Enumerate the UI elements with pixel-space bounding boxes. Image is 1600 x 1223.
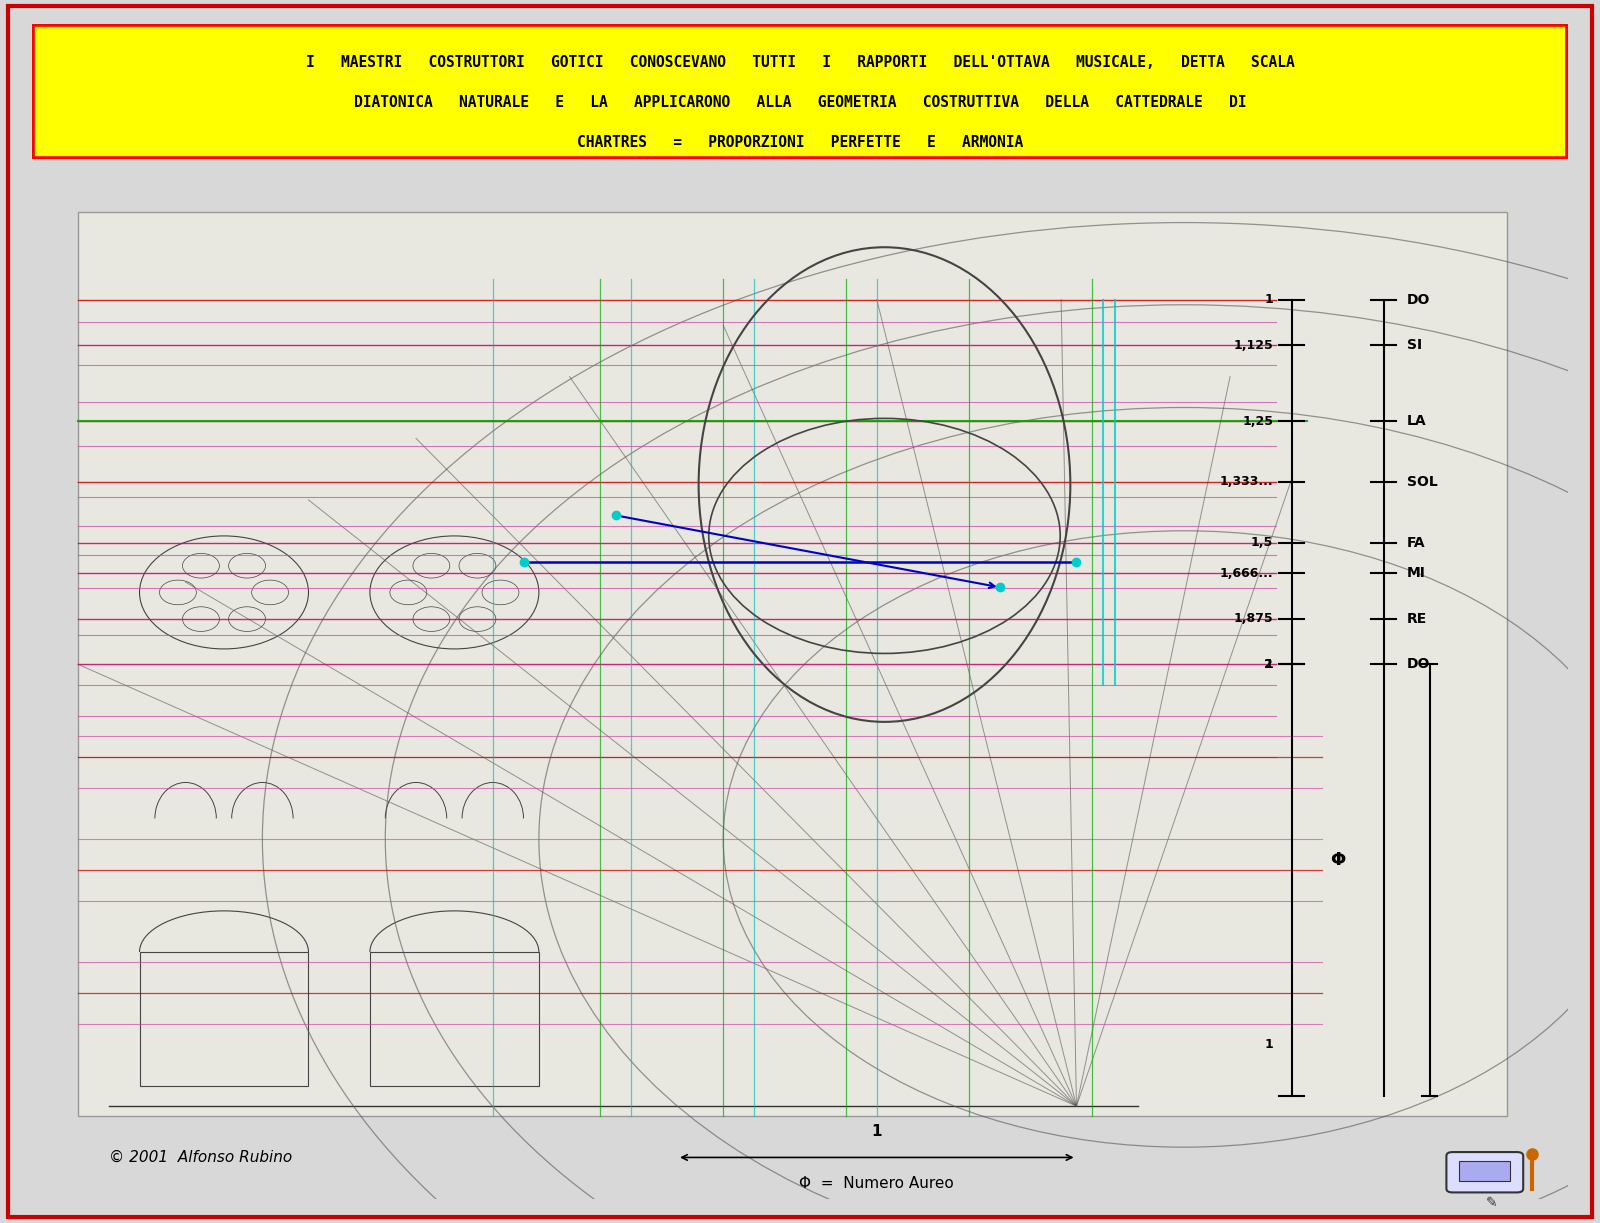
Text: ✎: ✎ <box>1485 1196 1498 1211</box>
Text: DIATONICA   NATURALE   E   LA   APPLICARONO   ALLA   GEOMETRIA   COSTRUTTIVA   D: DIATONICA NATURALE E LA APPLICARONO ALLA… <box>354 95 1246 110</box>
FancyBboxPatch shape <box>1446 1152 1523 1192</box>
Bar <box>78 213 1507 1117</box>
Text: CHARTRES   =   PROPORZIONI   PERFETTE   E   ARMONIA: CHARTRES = PROPORZIONI PERFETTE E ARMONI… <box>578 136 1022 150</box>
Text: Φ: Φ <box>1330 850 1346 868</box>
Text: FA: FA <box>1406 536 1426 550</box>
Text: SI: SI <box>1406 339 1422 352</box>
Text: RE: RE <box>1406 612 1427 626</box>
Bar <box>139 951 309 1086</box>
Text: 1,125: 1,125 <box>1234 339 1274 352</box>
Text: © 2001  Alfonso Rubino: © 2001 Alfonso Rubino <box>109 1150 293 1166</box>
Text: 1: 1 <box>872 1124 882 1140</box>
Text: 1: 1 <box>1264 1038 1274 1051</box>
Text: 1,5: 1,5 <box>1251 537 1274 549</box>
Bar <box>370 951 539 1086</box>
Text: Φ  =  Numero Aureo: Φ = Numero Aureo <box>800 1175 954 1191</box>
Text: SOL: SOL <box>1406 475 1437 489</box>
Text: 1,875: 1,875 <box>1234 613 1274 625</box>
Text: 1,333...: 1,333... <box>1219 476 1274 488</box>
Text: 1,25: 1,25 <box>1242 415 1274 428</box>
Text: 1: 1 <box>1264 658 1274 671</box>
Text: DO: DO <box>1406 292 1430 307</box>
Text: 1: 1 <box>1264 294 1274 306</box>
Text: 1,666...: 1,666... <box>1219 566 1274 580</box>
Text: MI: MI <box>1406 566 1426 580</box>
Text: LA: LA <box>1406 415 1426 428</box>
FancyBboxPatch shape <box>32 24 1568 159</box>
Text: 2: 2 <box>1264 658 1274 671</box>
Text: DO: DO <box>1406 657 1430 671</box>
Text: I   MAESTRI   COSTRUTTORI   GOTICI   CONOSCEVANO   TUTTI   I   RAPPORTI   DELL'O: I MAESTRI COSTRUTTORI GOTICI CONOSCEVANO… <box>306 55 1294 70</box>
Bar <box>1459 1161 1510 1181</box>
